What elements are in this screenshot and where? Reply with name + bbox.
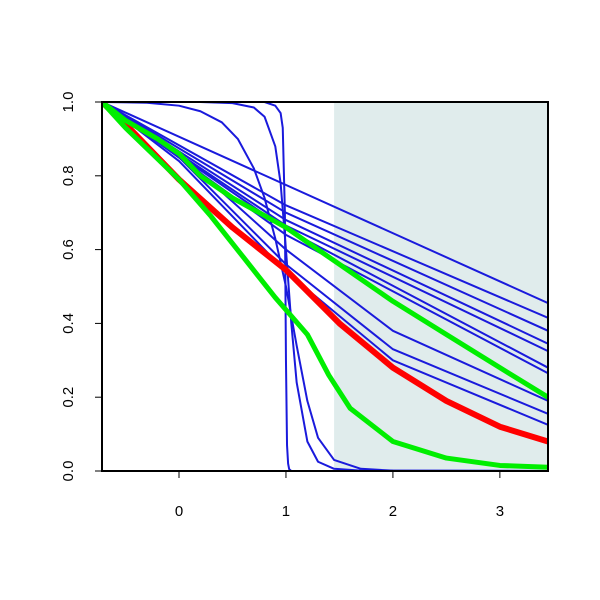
y-tick-label: 0.2	[60, 387, 77, 408]
series-line-6	[102, 102, 548, 332]
series-line-1	[102, 102, 548, 471]
y-tick-label: 0.4	[60, 313, 77, 334]
series-line-3	[102, 102, 548, 471]
series-line-16	[102, 102, 548, 470]
series-line-15	[102, 102, 548, 400]
shaded-region-layer	[334, 102, 548, 471]
series-line-5	[102, 102, 548, 319]
shaded-region	[334, 102, 548, 471]
x-tick-label: 1	[282, 503, 290, 520]
y-tick-label: 0.6	[60, 239, 77, 260]
plot-frame	[101, 101, 549, 472]
series-layer	[102, 102, 548, 471]
series-line-4	[102, 102, 548, 305]
y-tick-label: 1.0	[60, 92, 77, 113]
y-tick-label: 0.0	[60, 461, 77, 482]
x-tick-label: 0	[175, 503, 183, 520]
y-tick-label: 0.8	[60, 165, 77, 186]
axis-layer: 0 1 2 3 0.0 0.2 0.4 0.6 0.8 1.0	[60, 92, 504, 520]
x-tick-label: 2	[389, 503, 397, 520]
x-tick-label: 3	[496, 503, 504, 520]
